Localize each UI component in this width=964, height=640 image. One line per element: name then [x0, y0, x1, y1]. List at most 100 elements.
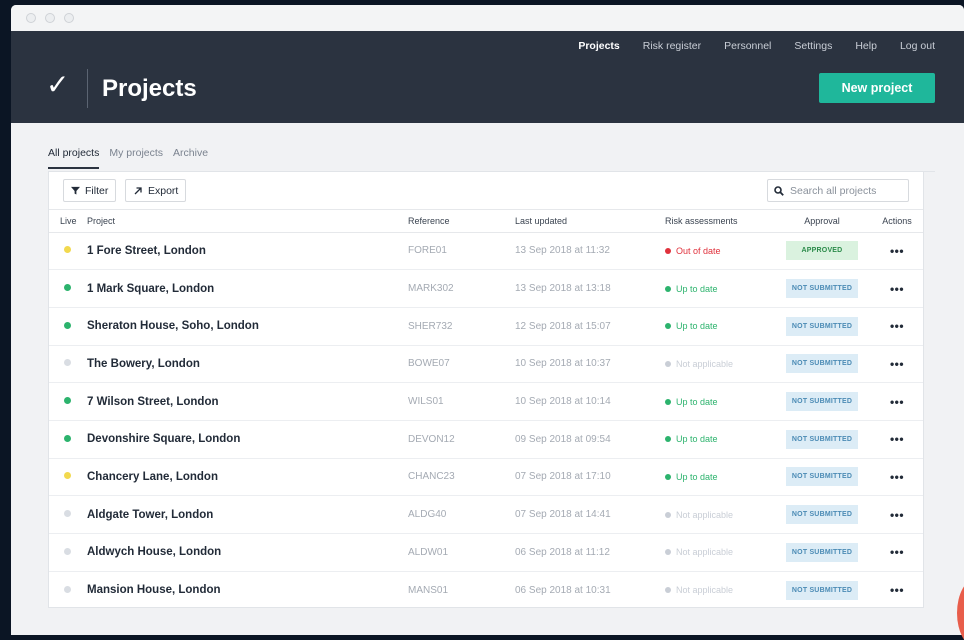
risk-cell: Up to date: [665, 458, 767, 497]
project-name[interactable]: 7 Wilson Street, London: [87, 395, 219, 408]
reference-cell: MARK302: [408, 269, 515, 308]
live-status-dot: [64, 284, 71, 292]
export-label: Export: [148, 184, 179, 197]
last-updated: 12 Sep 2018 at 15:07: [515, 320, 611, 332]
more-actions-icon[interactable]: •••: [889, 319, 905, 334]
more-actions-icon[interactable]: •••: [889, 507, 905, 522]
more-actions-icon[interactable]: •••: [889, 545, 905, 560]
live-status-dot: [64, 510, 71, 518]
risk-status: Up to date: [665, 472, 767, 482]
approval-cell: NOT SUBMITTED: [767, 420, 877, 459]
actions-cell: •••: [877, 571, 923, 609]
risk-status-dot: [665, 436, 671, 443]
project-reference: ALDW01: [408, 546, 449, 558]
updated-cell: 10 Sep 2018 at 10:37: [515, 345, 665, 384]
project-name[interactable]: Sheraton House, Soho, London: [87, 320, 259, 333]
table-row[interactable]: Aldgate Tower, London ALDG40 07 Sep 2018…: [49, 495, 923, 534]
project-name[interactable]: 1 Fore Street, London: [87, 244, 206, 257]
nav-projects[interactable]: Projects: [578, 40, 620, 52]
more-actions-icon[interactable]: •••: [889, 243, 905, 258]
col-risk-assessments[interactable]: Risk assessments: [665, 210, 767, 233]
project-name[interactable]: Mansion House, London: [87, 584, 221, 597]
nav-settings[interactable]: Settings: [794, 40, 833, 52]
project-name[interactable]: 1 Mark Square, London: [87, 282, 215, 295]
live-status-dot: [64, 397, 71, 405]
more-actions-icon[interactable]: •••: [889, 356, 905, 371]
reference-cell: ALDG40: [408, 495, 515, 534]
col-last-updated[interactable]: Last updated: [515, 210, 665, 233]
live-cell: [49, 420, 87, 459]
window-minimize-dot[interactable]: [45, 13, 55, 23]
help-chat-bubble[interactable]: [957, 578, 964, 640]
col-approval[interactable]: Approval: [767, 210, 877, 233]
table-row[interactable]: 1 Mark Square, London MARK302 13 Sep 201…: [49, 269, 923, 308]
more-actions-icon[interactable]: •••: [889, 281, 905, 296]
col-reference[interactable]: Reference: [408, 210, 515, 233]
project-name[interactable]: Aldgate Tower, London: [87, 508, 214, 521]
table-row[interactable]: 7 Wilson Street, London WILS01 10 Sep 20…: [49, 382, 923, 421]
project-name[interactable]: Devonshire Square, London: [87, 433, 241, 446]
risk-status: Up to date: [665, 321, 767, 331]
more-actions-icon[interactable]: •••: [889, 394, 905, 409]
updated-cell: 13 Sep 2018 at 11:32: [515, 232, 665, 271]
last-updated: 07 Sep 2018 at 17:10: [515, 471, 611, 483]
nav-personnel[interactable]: Personnel: [724, 40, 772, 52]
project-name[interactable]: Aldwych House, London: [87, 546, 222, 559]
project-cell: Aldgate Tower, London: [87, 495, 408, 534]
reference-cell: MANS01: [408, 571, 515, 609]
more-actions-icon[interactable]: •••: [889, 469, 905, 484]
risk-status-label: Up to date: [676, 434, 718, 445]
project-name[interactable]: The Bowery, London: [87, 357, 200, 370]
live-status-dot: [64, 434, 71, 442]
more-actions-icon[interactable]: •••: [889, 432, 905, 447]
project-cell: Chancery Lane, London: [87, 458, 408, 497]
window-zoom-dot[interactable]: [64, 13, 74, 23]
updated-cell: 06 Sep 2018 at 11:12: [515, 533, 665, 572]
risk-status-dot: [665, 473, 671, 480]
risk-cell: Not applicable: [665, 495, 767, 534]
risk-status-dot: [665, 398, 671, 405]
tab-archive[interactable]: Archive: [173, 147, 209, 159]
table-row[interactable]: Mansion House, London MANS01 06 Sep 2018…: [49, 571, 923, 609]
project-cell: Mansion House, London: [87, 571, 408, 609]
approval-badge: NOT SUBMITTED: [786, 467, 858, 487]
updated-cell: 09 Sep 2018 at 09:54: [515, 420, 665, 459]
table-row[interactable]: Aldwych House, London ALDW01 06 Sep 2018…: [49, 533, 923, 572]
last-updated: 13 Sep 2018 at 13:18: [515, 283, 611, 295]
risk-cell: Not applicable: [665, 533, 767, 572]
window-close-dot[interactable]: [26, 13, 36, 23]
search-input[interactable]: [790, 184, 900, 197]
project-name[interactable]: Chancery Lane, London: [87, 470, 218, 483]
tab-my-projects[interactable]: My projects: [109, 147, 164, 159]
risk-status-dot: [665, 323, 671, 330]
live-status-dot: [64, 321, 71, 329]
project-reference: SHER732: [408, 320, 453, 332]
header-divider: [87, 69, 88, 108]
col-project[interactable]: Project: [87, 210, 408, 233]
updated-cell: 12 Sep 2018 at 15:07: [515, 307, 665, 346]
risk-status: Up to date: [665, 397, 767, 407]
table-row[interactable]: 1 Fore Street, London FORE01 13 Sep 2018…: [49, 232, 923, 271]
filter-button[interactable]: Filter: [63, 179, 117, 202]
reference-cell: BOWE07: [408, 345, 515, 384]
risk-status: Up to date: [665, 284, 767, 294]
export-button[interactable]: Export: [125, 179, 187, 202]
search-box[interactable]: [767, 179, 909, 202]
table-row[interactable]: The Bowery, London BOWE07 10 Sep 2018 at…: [49, 345, 923, 384]
tab-all-projects[interactable]: All projects: [48, 147, 100, 169]
table-row[interactable]: Chancery Lane, London CHANC23 07 Sep 201…: [49, 458, 923, 497]
last-updated: 06 Sep 2018 at 11:12: [515, 546, 610, 558]
col-live[interactable]: Live: [49, 210, 87, 233]
nav-log-out[interactable]: Log out: [899, 40, 935, 52]
new-project-button[interactable]: New project: [819, 73, 935, 103]
approval-cell: APPROVED: [767, 232, 877, 271]
approval-badge: NOT SUBMITTED: [786, 392, 858, 412]
table-row[interactable]: Devonshire Square, London DEVON12 09 Sep…: [49, 420, 923, 459]
table-row[interactable]: Sheraton House, Soho, London SHER732 12 …: [49, 307, 923, 346]
nav-risk-register[interactable]: Risk register: [642, 40, 702, 52]
approval-badge: NOT SUBMITTED: [786, 542, 858, 562]
nav-help[interactable]: Help: [855, 40, 877, 52]
checkmark-logo-icon[interactable]: ✓: [46, 69, 70, 100]
approval-badge: NOT SUBMITTED: [786, 316, 858, 336]
more-actions-icon[interactable]: •••: [889, 583, 905, 598]
